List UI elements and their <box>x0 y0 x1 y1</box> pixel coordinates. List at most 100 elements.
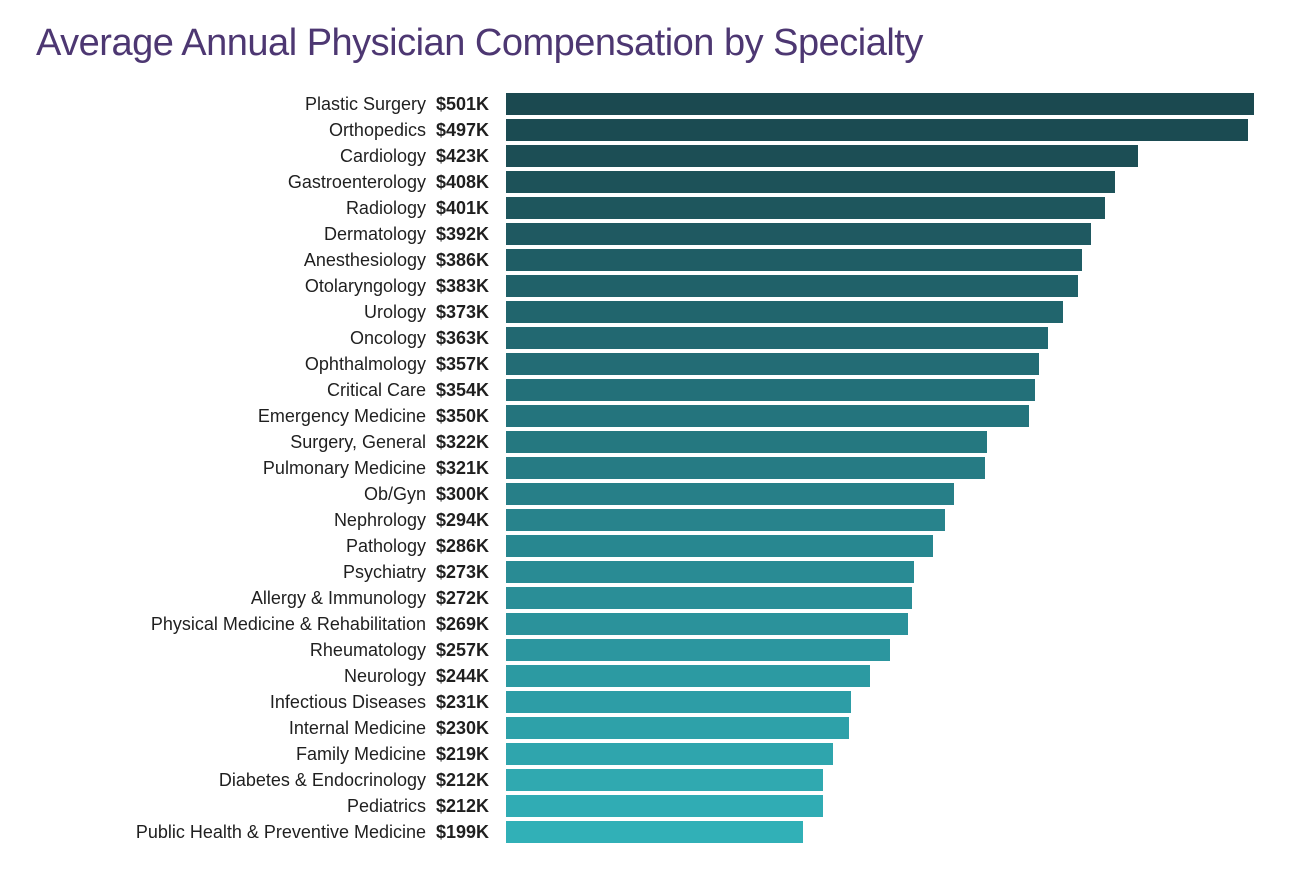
compensation-value: $386K <box>436 250 506 271</box>
specialty-label: Otolaryngology <box>36 276 436 297</box>
specialty-label: Physical Medicine & Rehabilitation <box>36 614 436 635</box>
compensation-value: $423K <box>436 146 506 167</box>
bar-fill <box>506 327 1048 349</box>
specialty-label: Neurology <box>36 666 436 687</box>
bar-fill <box>506 795 823 817</box>
bar-track <box>506 819 1254 845</box>
specialty-label: Pathology <box>36 536 436 557</box>
compensation-value: $401K <box>436 198 506 219</box>
compensation-value: $219K <box>436 744 506 765</box>
compensation-value: $383K <box>436 276 506 297</box>
specialty-label: Cardiology <box>36 146 436 167</box>
compensation-value: $286K <box>436 536 506 557</box>
bar-fill <box>506 561 914 583</box>
bar-fill <box>506 431 987 453</box>
bar-fill <box>506 223 1091 245</box>
bar-track <box>506 663 1254 689</box>
specialty-label: Allergy & Immunology <box>36 588 436 609</box>
bar-row: Anesthesiology$386K <box>36 247 1254 273</box>
compensation-value: $322K <box>436 432 506 453</box>
bar-row: Infectious Diseases$231K <box>36 689 1254 715</box>
specialty-label: Ophthalmology <box>36 354 436 375</box>
specialty-label: Psychiatry <box>36 562 436 583</box>
bar-track <box>506 351 1254 377</box>
bar-fill <box>506 639 890 661</box>
bar-track <box>506 611 1254 637</box>
specialty-label: Nephrology <box>36 510 436 531</box>
bar-track <box>506 117 1254 143</box>
compensation-value: $497K <box>436 120 506 141</box>
compensation-value: $501K <box>436 94 506 115</box>
bar-fill <box>506 119 1248 141</box>
bar-row: Physical Medicine & Rehabilitation$269K <box>36 611 1254 637</box>
bar-track <box>506 689 1254 715</box>
bar-track <box>506 403 1254 429</box>
bar-track <box>506 247 1254 273</box>
bar-fill <box>506 483 954 505</box>
specialty-label: Emergency Medicine <box>36 406 436 427</box>
bar-track <box>506 195 1254 221</box>
bar-track <box>506 767 1254 793</box>
bar-row: Cardiology$423K <box>36 143 1254 169</box>
bar-row: Gastroenterology$408K <box>36 169 1254 195</box>
bar-track <box>506 429 1254 455</box>
bar-track <box>506 143 1254 169</box>
bar-row: Dermatology$392K <box>36 221 1254 247</box>
compensation-value: $408K <box>436 172 506 193</box>
bar-row: Pediatrics$212K <box>36 793 1254 819</box>
specialty-label: Oncology <box>36 328 436 349</box>
bar-track <box>506 91 1254 117</box>
bar-fill <box>506 197 1105 219</box>
specialty-label: Anesthesiology <box>36 250 436 271</box>
specialty-label: Family Medicine <box>36 744 436 765</box>
bar-row: Neurology$244K <box>36 663 1254 689</box>
bar-row: Rheumatology$257K <box>36 637 1254 663</box>
bar-row: Family Medicine$219K <box>36 741 1254 767</box>
compensation-value: $357K <box>436 354 506 375</box>
specialty-label: Pulmonary Medicine <box>36 458 436 479</box>
bar-track <box>506 741 1254 767</box>
bar-fill <box>506 665 870 687</box>
compensation-value: $257K <box>436 640 506 661</box>
compensation-value: $269K <box>436 614 506 635</box>
bar-row: Pulmonary Medicine$321K <box>36 455 1254 481</box>
bar-fill <box>506 509 945 531</box>
bar-row: Pathology$286K <box>36 533 1254 559</box>
compensation-value: $230K <box>436 718 506 739</box>
specialty-label: Infectious Diseases <box>36 692 436 713</box>
specialty-label: Internal Medicine <box>36 718 436 739</box>
bar-row: Oncology$363K <box>36 325 1254 351</box>
specialty-label: Diabetes & Endocrinology <box>36 770 436 791</box>
bar-row: Plastic Surgery$501K <box>36 91 1254 117</box>
bar-row: Allergy & Immunology$272K <box>36 585 1254 611</box>
bar-track <box>506 533 1254 559</box>
specialty-label: Orthopedics <box>36 120 436 141</box>
bar-track <box>506 793 1254 819</box>
bar-fill <box>506 821 803 843</box>
bar-fill <box>506 535 933 557</box>
compensation-value: $392K <box>436 224 506 245</box>
specialty-label: Public Health & Preventive Medicine <box>36 822 436 843</box>
bar-fill <box>506 691 851 713</box>
compensation-value: $294K <box>436 510 506 531</box>
bar-row: Orthopedics$497K <box>36 117 1254 143</box>
specialty-label: Pediatrics <box>36 796 436 817</box>
bar-track <box>506 715 1254 741</box>
bar-track <box>506 507 1254 533</box>
bar-fill <box>506 769 823 791</box>
bar-list: Plastic Surgery$501KOrthopedics$497KCard… <box>36 91 1254 845</box>
chart-container: Average Annual Physician Compensation by… <box>0 0 1290 878</box>
specialty-label: Gastroenterology <box>36 172 436 193</box>
bar-track <box>506 585 1254 611</box>
bar-track <box>506 559 1254 585</box>
compensation-value: $300K <box>436 484 506 505</box>
bar-fill <box>506 275 1078 297</box>
bar-row: Otolaryngology$383K <box>36 273 1254 299</box>
bar-fill <box>506 171 1115 193</box>
compensation-value: $231K <box>436 692 506 713</box>
bar-fill <box>506 93 1254 115</box>
bar-track <box>506 377 1254 403</box>
bar-fill <box>506 405 1029 427</box>
bar-track <box>506 325 1254 351</box>
bar-track <box>506 481 1254 507</box>
